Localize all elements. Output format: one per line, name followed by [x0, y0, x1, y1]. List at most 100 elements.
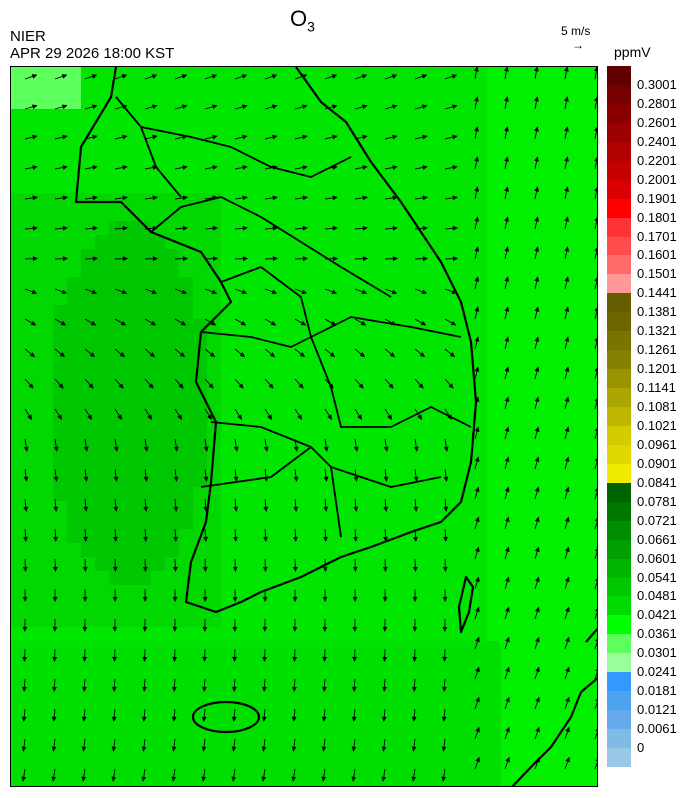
field-cell [585, 389, 597, 403]
field-cell [501, 347, 515, 361]
field-cell [277, 151, 291, 165]
field-cell [207, 683, 221, 697]
field-cell [277, 417, 291, 431]
field-cell [235, 655, 249, 669]
field-cell [375, 739, 389, 753]
field-cell [235, 641, 249, 655]
field-cell [319, 613, 333, 627]
wind-vector-head [177, 414, 183, 421]
wind-vector-head [302, 256, 309, 262]
wind-vector-head [142, 596, 148, 603]
wind-vector-head [272, 134, 278, 140]
field-cell [305, 95, 319, 109]
wind-vector-head [451, 104, 458, 110]
field-cell [389, 753, 403, 767]
field-cell [67, 151, 81, 165]
field-cell [193, 417, 207, 431]
wind-vector-head [21, 716, 27, 722]
field-cell [431, 641, 445, 655]
field-cell [347, 571, 361, 585]
field-cell [151, 641, 165, 655]
field-cell [109, 627, 123, 641]
field-cell [571, 165, 585, 179]
colorbar-bin [607, 596, 631, 616]
field-cell [361, 333, 375, 347]
field-cell [53, 179, 67, 193]
field-cell [459, 347, 473, 361]
field-cell [221, 333, 235, 347]
wind-vector-head [242, 256, 249, 262]
field-cell [81, 445, 95, 459]
wind-vector-head [452, 256, 459, 262]
colorbar-bin [607, 558, 631, 579]
field-cell [11, 655, 25, 669]
field-cell [151, 305, 165, 319]
field-cell [529, 613, 543, 627]
field-cell [95, 305, 109, 319]
field-cell [389, 179, 403, 193]
field-cell [207, 165, 221, 179]
field-cell [39, 193, 53, 207]
wind-vector-head [534, 216, 540, 222]
field-cell [137, 725, 151, 739]
field-cell [11, 529, 25, 543]
field-cell [109, 207, 123, 221]
jeju-island [191, 700, 261, 734]
field-cell [361, 557, 375, 571]
field-cell [291, 221, 305, 235]
field-cell [291, 501, 305, 515]
field-cell [137, 641, 151, 655]
field-cell [515, 585, 529, 599]
field-cell [375, 417, 389, 431]
wind-vector-head [301, 289, 308, 295]
field-cell [515, 515, 529, 529]
field-cell [445, 249, 459, 263]
field-cell [263, 697, 277, 711]
field-cell [277, 501, 291, 515]
field-cell [487, 529, 501, 543]
wind-vector-head [322, 566, 328, 573]
field-cell [25, 137, 39, 151]
field-cell [487, 753, 501, 767]
field-cell [95, 585, 109, 599]
field-cell [319, 263, 333, 277]
field-cell [123, 529, 137, 543]
field-cell [193, 123, 207, 137]
field-cell [459, 305, 473, 319]
wind-vector-head [293, 536, 298, 543]
field-cell [529, 235, 543, 249]
field-cell [151, 361, 165, 375]
field-cell [305, 417, 319, 431]
field-cell [249, 95, 263, 109]
field-cell [221, 753, 235, 767]
field-cell [417, 697, 431, 711]
field-cell [277, 627, 291, 641]
field-cell [39, 137, 53, 151]
field-cell [151, 655, 165, 669]
field-cell [403, 361, 417, 375]
field-cell [165, 151, 179, 165]
field-cell [305, 193, 319, 207]
wind-vector-head [412, 566, 418, 573]
field-cell [319, 109, 333, 123]
field-cell [473, 753, 487, 767]
wind-vector-head [594, 217, 597, 222]
wind-vector-head [61, 74, 68, 79]
field-cell [151, 403, 165, 417]
wind-vector-head [565, 636, 570, 643]
wind-vector-head [564, 486, 570, 493]
field-cell [473, 529, 487, 543]
field-cell [333, 543, 347, 557]
field-cell [585, 515, 597, 529]
field-cell [375, 641, 389, 655]
wind-vector-head [270, 320, 277, 326]
field-cell [319, 753, 333, 767]
field-cell [39, 655, 53, 669]
field-cell [571, 711, 585, 725]
field-cell [291, 753, 305, 767]
wind-vector-head [413, 506, 419, 512]
field-cell [165, 263, 179, 277]
field-cell [193, 165, 207, 179]
field-cell [515, 81, 529, 95]
field-cell [361, 627, 375, 641]
